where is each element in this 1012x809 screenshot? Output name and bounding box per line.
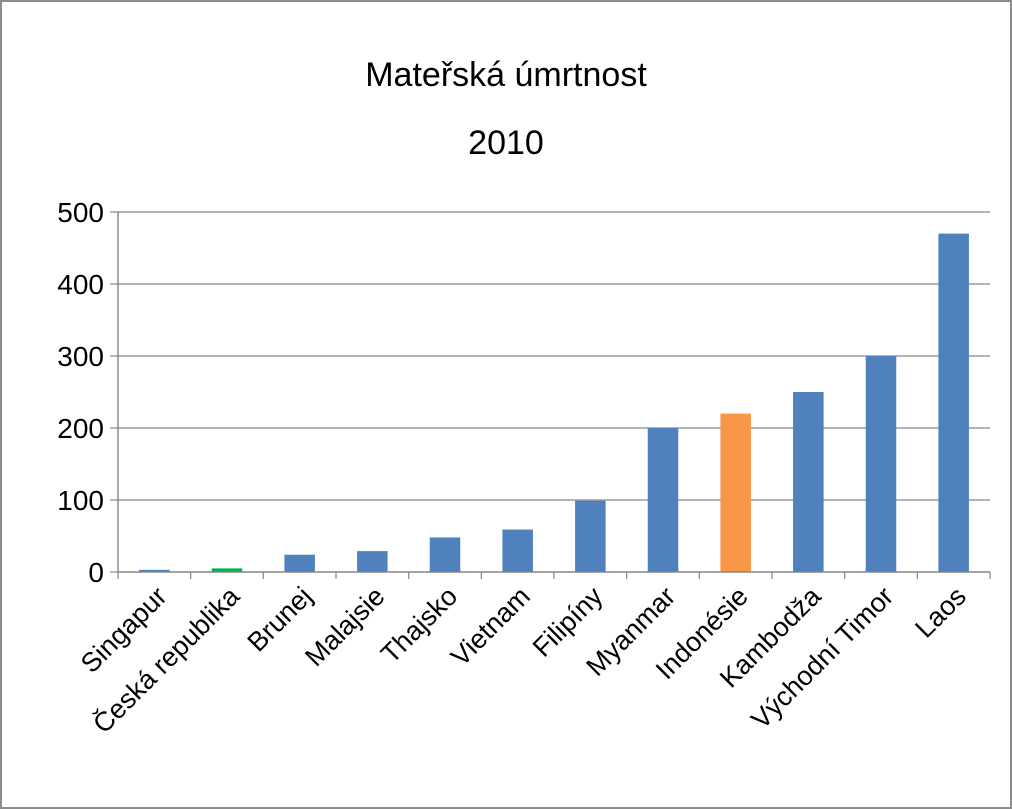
y-tick-label: 500 <box>57 197 104 228</box>
x-category-label: Laos <box>909 581 972 644</box>
bars <box>139 233 969 572</box>
bar <box>647 428 679 572</box>
bar <box>211 568 243 572</box>
axes <box>110 211 991 579</box>
bar <box>793 392 824 572</box>
bar <box>429 537 461 572</box>
y-tick-label: 0 <box>88 557 104 588</box>
x-category-label: Vietnam <box>445 581 536 672</box>
y-tick-label: 200 <box>57 413 104 444</box>
y-tick-label: 100 <box>57 485 104 516</box>
x-category-label: Malajsie <box>299 581 390 672</box>
chart-subtitle: 2010 <box>468 124 544 162</box>
gridlines <box>118 211 990 501</box>
bar <box>502 529 533 572</box>
bar <box>284 554 315 572</box>
y-tick-label: 400 <box>57 269 104 300</box>
y-tick-labels: 0 100 200 300 400 500 <box>57 197 104 588</box>
bar <box>938 233 969 572</box>
bar <box>357 551 388 572</box>
chart-title: Mateřská úmrtnost <box>365 56 647 94</box>
bar <box>720 413 751 572</box>
bar <box>139 569 170 572</box>
bar <box>575 500 606 572</box>
y-tick-label: 300 <box>57 341 104 372</box>
bar <box>865 356 897 572</box>
